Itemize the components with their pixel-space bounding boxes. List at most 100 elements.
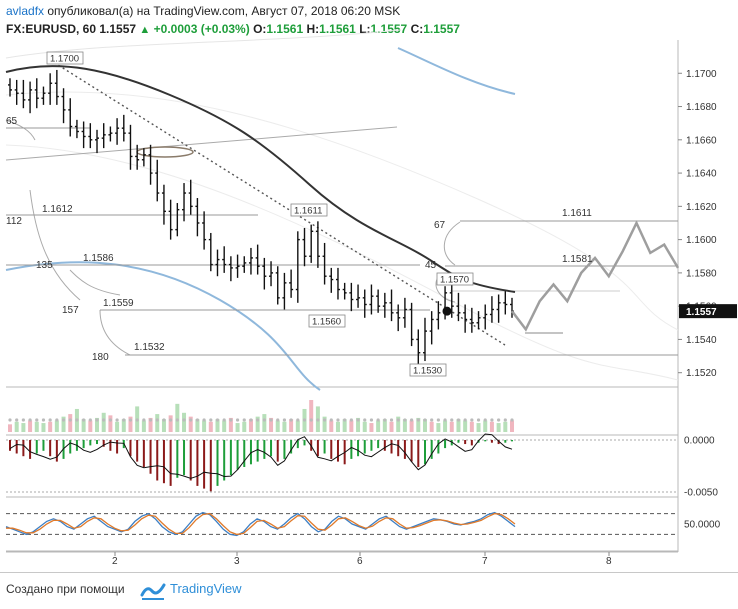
volume-ma-dot [316, 418, 320, 422]
volume-bar [349, 420, 354, 432]
annotation-box [46, 51, 84, 65]
volume-bar [208, 421, 213, 432]
volume-ma-dot [289, 418, 293, 422]
fib-arc [29, 189, 81, 301]
annotation-box [308, 314, 346, 328]
volume-bar [362, 421, 367, 432]
author-name[interactable]: avladfx [6, 4, 45, 18]
volume-ma-dot [128, 418, 133, 422]
rsi-tick-label: 50.0000 [684, 520, 721, 531]
volume-ma-dot [28, 418, 32, 422]
volume-ma-dot [15, 418, 19, 422]
volume-bar [248, 419, 253, 432]
open-label: O: [253, 22, 267, 36]
annotation-label: 1.1570 [440, 275, 469, 286]
volume-bar [356, 417, 361, 432]
volume-bar [128, 416, 133, 432]
volume-ma-dot [369, 418, 374, 422]
volume-bar [409, 420, 414, 432]
time-tick-label: 8 [606, 556, 612, 567]
price-tick-label: 1.1520 [686, 368, 717, 379]
volume-bar [443, 420, 448, 432]
volume-bar [282, 421, 287, 432]
fib-label: 180 [92, 352, 109, 363]
volume-bar [496, 423, 501, 432]
price-tick-label: 1.1640 [686, 169, 717, 180]
macd-signal-line [9, 433, 513, 479]
tradingview-brand-link[interactable]: TradingView [170, 581, 242, 596]
volume-ma-dot [135, 418, 139, 422]
fib-arc [99, 309, 131, 356]
volume-bar [416, 417, 421, 432]
volume-ma-dot [122, 418, 126, 422]
volume-ma-dot [423, 418, 427, 422]
volume-ma-dot [476, 418, 481, 422]
low-value: 1.1557 [370, 22, 408, 36]
volume-bar [215, 419, 220, 432]
volume-bar [369, 423, 374, 432]
annotation-label: 1.1530 [413, 366, 442, 377]
volume-bar [202, 420, 207, 432]
volume-ma-dot [235, 418, 240, 422]
time-tick-label: 7 [482, 556, 488, 567]
volume-bar [95, 417, 100, 432]
volume-bar [148, 417, 153, 432]
volume-bar [222, 420, 227, 432]
volume-ma-dot [309, 418, 313, 422]
volume-ma-dot [450, 418, 454, 422]
price-tick-label: 1.1600 [686, 235, 717, 246]
volume-ma-dot [329, 418, 333, 422]
volume-ma-dot [302, 418, 307, 422]
volume-ma-dot [175, 418, 179, 422]
annotation-box [409, 363, 447, 377]
volume-ma-dot [410, 418, 414, 422]
volume-bar [88, 420, 93, 432]
rsi-series-line [5, 511, 516, 537]
volume-ma-dot [195, 418, 200, 422]
volume-bar [228, 417, 233, 432]
rsi-series-line [6, 512, 516, 536]
made-with-text: Создано при помощи [6, 582, 125, 596]
price-chart[interactable]: 1.1700 1.1680 1.1660 1.1640 1.1620 1.1600 1.15… [0, 0, 738, 572]
tradingview-logo-icon[interactable] [140, 579, 166, 601]
symbol-label: FX:EURUSD, 60 [6, 22, 97, 36]
fib-label: 157 [62, 305, 79, 316]
annotation-label: 1.1700 [50, 54, 79, 65]
footer: Создано при помощи TradingView [0, 572, 738, 609]
level-label: 1.1612 [42, 204, 73, 215]
open-value: 1.1561 [266, 22, 304, 36]
volume-bar [115, 421, 120, 432]
volume-ma-dot [497, 418, 501, 422]
volume-ma-dot [148, 418, 153, 422]
level-label: 1.1559 [103, 298, 134, 309]
price-change: +0.0003 (+0.03%) [153, 22, 250, 36]
volume-bar [8, 424, 12, 432]
level-label: 1.1581 [562, 254, 593, 265]
volume-bar [382, 419, 387, 432]
volume-ma-dot [510, 418, 514, 422]
volume-bar [389, 421, 394, 432]
volume-bar [463, 420, 468, 432]
level-label: 1.1532 [134, 342, 165, 353]
annotation-label: 1.1611 [294, 206, 322, 217]
volume-ma-dot [209, 418, 213, 422]
volume-bar [155, 414, 160, 432]
volume-ma-dot [108, 418, 112, 422]
volume-ma-dot [463, 418, 467, 422]
volume-ma-dot [48, 418, 52, 422]
volume-ma-dot [142, 418, 146, 422]
time-tick-label: 2 [112, 556, 118, 567]
volume-bar [469, 421, 474, 432]
volume-bar [422, 419, 427, 432]
volume-ma-dot [416, 418, 420, 422]
chart-header-publisher: avladfx опубликовал(а) на TradingView.co… [6, 4, 400, 18]
volume-ma-dot [75, 418, 79, 422]
volume-bar [402, 419, 407, 432]
volume-ma-dot [343, 418, 347, 422]
volume-ma-dot [389, 418, 394, 422]
volume-ma-dot [436, 418, 440, 422]
volume-bar [41, 423, 46, 432]
volume-ma-dot [162, 418, 166, 422]
volume-ma-dot [189, 418, 193, 422]
volume-bar [28, 420, 33, 432]
